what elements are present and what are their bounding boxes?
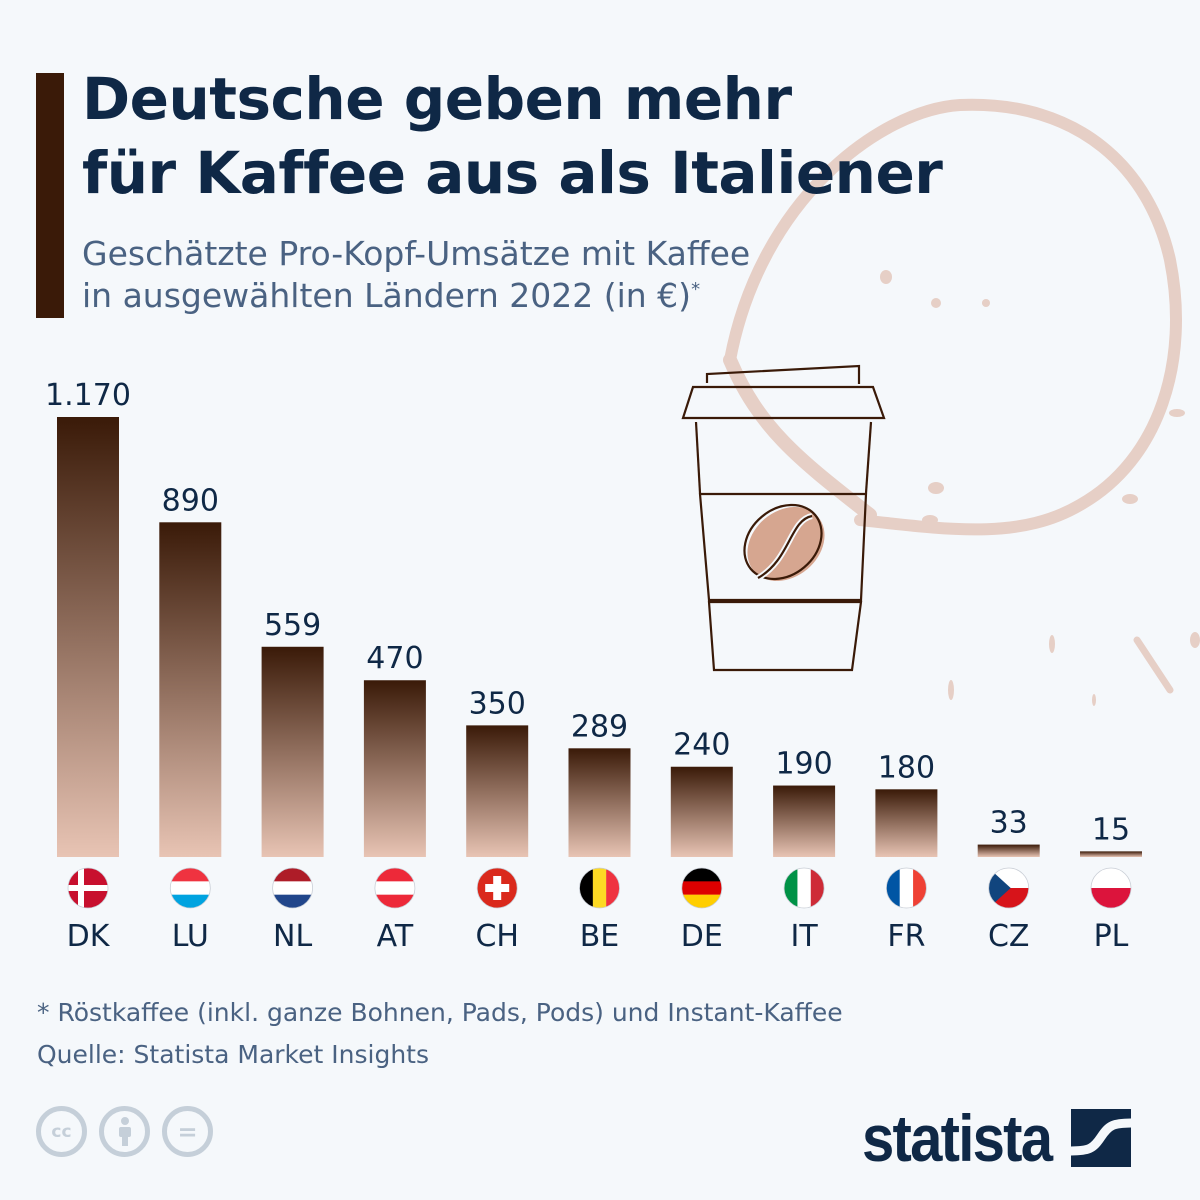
category-label: PL bbox=[1094, 919, 1129, 954]
flag-outline bbox=[476, 867, 518, 909]
luxembourg-flag-icon bbox=[170, 868, 211, 908]
bar-value-label: 240 bbox=[673, 728, 730, 763]
bar-group-at: 470 AT bbox=[363, 641, 426, 954]
bar-group-nl: 559 NL bbox=[261, 608, 324, 954]
category-label: FR bbox=[887, 919, 925, 954]
bar-value-label: 470 bbox=[366, 641, 423, 676]
category-label: NL bbox=[273, 919, 312, 954]
belgium-flag-icon bbox=[579, 868, 620, 908]
bar-nl[interactable] bbox=[261, 646, 324, 857]
flag-outline bbox=[579, 867, 620, 909]
flag-outline bbox=[67, 867, 109, 909]
bar-group-de: 240 DE bbox=[670, 728, 733, 954]
chart-title: Deutsche geben mehr für Kaffee aus als I… bbox=[82, 62, 1082, 210]
title-line-1: Deutsche geben mehr bbox=[82, 65, 792, 133]
bar-dk[interactable] bbox=[57, 417, 119, 857]
bar-at[interactable] bbox=[363, 680, 426, 857]
bar-value-label: 15 bbox=[1092, 812, 1130, 847]
coffee-stain-icon bbox=[723, 98, 1200, 706]
bar-fr[interactable] bbox=[875, 789, 938, 857]
subtitle-footnote-marker: * bbox=[691, 279, 701, 300]
bar-group-be: 289 BE bbox=[568, 709, 631, 954]
brand-name: statista bbox=[862, 1101, 1053, 1175]
bar-group-cz: 33 CZ bbox=[977, 806, 1040, 954]
flag-outline bbox=[272, 867, 314, 909]
austria-flag-icon bbox=[374, 868, 415, 908]
category-label: CH bbox=[475, 919, 519, 954]
bar-it[interactable] bbox=[773, 785, 836, 857]
statista-logo-icon bbox=[1071, 1109, 1132, 1167]
subtitle-line-2: in ausgewählten Ländern 2022 (in €) bbox=[82, 276, 692, 315]
category-label: DK bbox=[67, 919, 111, 954]
flag-outline bbox=[169, 867, 211, 909]
bar-group-ch: 350 CH bbox=[466, 686, 529, 954]
germany-flag-icon bbox=[681, 868, 722, 908]
source-text: Quelle: Statista Market Insights bbox=[37, 1040, 429, 1069]
flag-outline bbox=[681, 867, 723, 909]
bar-group-lu: 890 LU bbox=[159, 483, 222, 954]
bar-ch[interactable] bbox=[466, 725, 529, 857]
bar-value-label: 890 bbox=[162, 483, 219, 518]
footnote-text: * Röstkaffee (inkl. ganze Bohnen, Pads, … bbox=[37, 998, 843, 1027]
bar-cz[interactable] bbox=[977, 844, 1040, 857]
bar-group-fr: 180 FR bbox=[875, 750, 938, 954]
statista-brand[interactable]: statista bbox=[862, 1100, 1132, 1176]
flag-outline bbox=[886, 867, 927, 909]
category-label: IT bbox=[791, 919, 819, 954]
attribution-icon[interactable] bbox=[99, 1106, 150, 1157]
category-label: AT bbox=[377, 919, 414, 954]
czechia-flag-icon bbox=[988, 868, 1029, 908]
bar-group-it: 190 IT bbox=[773, 747, 836, 954]
france-flag-icon bbox=[886, 868, 927, 908]
footnote-block: * Röstkaffee (inkl. ganze Bohnen, Pads, … bbox=[37, 992, 843, 1076]
bar-be[interactable] bbox=[568, 748, 631, 857]
cc-icon[interactable]: cc bbox=[36, 1106, 87, 1157]
title-accent-bar bbox=[36, 73, 64, 318]
nd-glyph: = bbox=[177, 1117, 198, 1146]
flag-outline bbox=[988, 867, 1030, 909]
subtitle-line-2-wrap: in ausgewählten Ländern 2022 (in €)* bbox=[82, 275, 982, 317]
bar-value-label: 289 bbox=[571, 709, 628, 744]
flag-outline bbox=[374, 867, 416, 909]
category-label: DE bbox=[681, 919, 723, 954]
license-icons: cc = bbox=[36, 1106, 213, 1157]
switzerland-flag-icon bbox=[477, 868, 518, 908]
coffee-cup-icon bbox=[681, 364, 886, 672]
bar-de[interactable] bbox=[670, 766, 733, 857]
poland-flag-icon bbox=[1091, 868, 1131, 908]
bar-value-label: 190 bbox=[775, 747, 832, 782]
bar-value-label: 33 bbox=[990, 806, 1028, 841]
bar-value-label: 559 bbox=[264, 608, 321, 643]
no-derivatives-icon[interactable]: = bbox=[162, 1106, 213, 1157]
bar-lu[interactable] bbox=[159, 522, 222, 857]
denmark-flag-icon bbox=[68, 868, 108, 908]
chart-subtitle: Geschätzte Pro-Kopf-Umsätze mit Kaffee i… bbox=[82, 233, 982, 317]
bar-group-dk: 1.170 DK bbox=[45, 378, 131, 954]
flag-outline bbox=[783, 867, 825, 909]
flag-outline bbox=[1090, 867, 1132, 909]
cc-glyph: cc bbox=[51, 1121, 72, 1142]
subtitle-line-1: Geschätzte Pro-Kopf-Umsätze mit Kaffee bbox=[82, 234, 751, 273]
italy-flag-icon bbox=[784, 868, 825, 908]
category-label: BE bbox=[580, 919, 620, 954]
bars-group: 1.170 DK 890 LU 559 NL 470 AT 350 CH 289 BE 240 DE 190… bbox=[45, 378, 1142, 954]
category-label: LU bbox=[172, 919, 209, 954]
bar-pl[interactable] bbox=[1080, 851, 1142, 857]
category-label: CZ bbox=[988, 919, 1030, 954]
bar-value-label: 350 bbox=[469, 686, 526, 721]
person-icon bbox=[118, 1116, 131, 1146]
bar-group-pl: 15 PL bbox=[1080, 812, 1142, 954]
title-line-2: für Kaffee aus als Italiener bbox=[82, 139, 943, 207]
bar-chart: 1.170 DK 890 LU 559 NL 470 AT 350 CH 289 BE 240 DE 190… bbox=[45, 378, 1142, 954]
bar-value-label: 1.170 bbox=[45, 378, 131, 413]
bar-value-label: 180 bbox=[878, 750, 935, 785]
netherlands-flag-icon bbox=[272, 868, 313, 908]
